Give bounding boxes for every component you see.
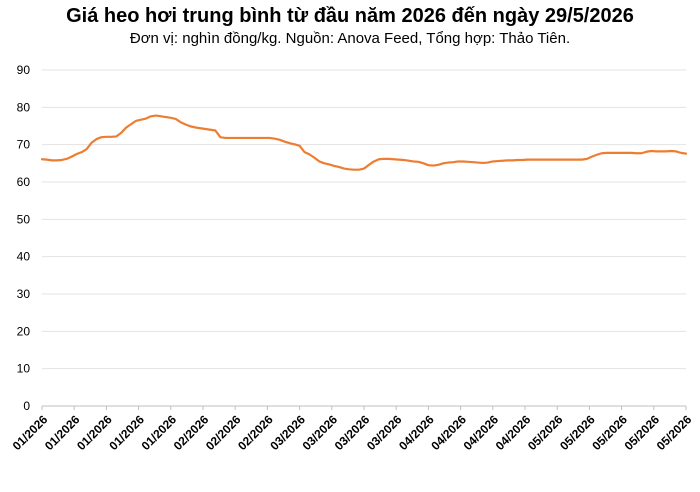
x-axis-ticks: 01/202601/202601/202601/202601/202602/20…	[10, 406, 695, 453]
y-axis-ticks: 0 10 20 30 40 50 60 70 80 90	[17, 63, 31, 413]
y-tick-label: 50	[17, 212, 31, 226]
y-tick-label: 30	[17, 287, 31, 301]
chart-title: Giá heo hơi trung bình từ đầu năm 2026 đ…	[66, 5, 634, 27]
y-tick-label: 40	[17, 250, 31, 264]
y-tick-label: 80	[17, 100, 31, 114]
chart-subtitle: Đơn vị: nghìn đồng/kg. Nguồn: Anova Feed…	[129, 30, 571, 47]
y-tick-label: 10	[17, 362, 31, 376]
y-tick-label: 90	[17, 63, 31, 77]
series-line	[40, 114, 688, 171]
x-tick-label: 05/2026	[654, 412, 695, 453]
grid-lines	[42, 69, 686, 407]
y-tick-label: 60	[17, 175, 31, 189]
y-tick-label: 0	[23, 399, 30, 413]
y-tick-label: 20	[17, 324, 31, 338]
y-tick-label: 70	[17, 138, 31, 152]
series-layer	[40, 114, 688, 171]
